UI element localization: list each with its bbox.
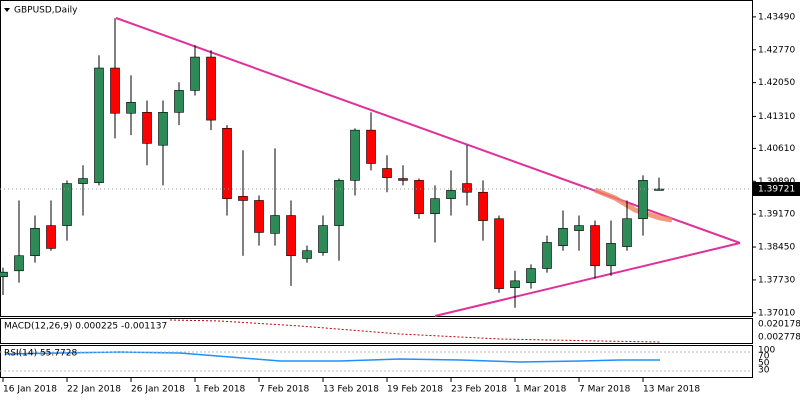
candle-body	[526, 268, 536, 283]
last-price-label: 1.39721	[758, 185, 795, 195]
candle-body	[30, 228, 40, 257]
candle-body	[350, 129, 360, 181]
candle-body	[286, 215, 296, 257]
y-tick-label: 1.39170	[758, 210, 795, 220]
candle-body	[302, 250, 312, 259]
candle-body	[62, 183, 72, 226]
candle-body	[590, 225, 600, 267]
rsi-axis-label: 30	[758, 366, 770, 376]
y-tick-label: 1.42050	[758, 78, 795, 88]
candle-body	[238, 196, 248, 201]
candle-body	[126, 101, 136, 114]
macd-axis-label: 0.020178	[758, 320, 800, 330]
candle-body	[270, 215, 280, 234]
candle-body	[462, 183, 472, 193]
band	[594, 187, 673, 223]
candle-body	[446, 190, 456, 199]
overlay	[0, 17, 752, 372]
candle-body	[190, 56, 200, 91]
candle-body	[110, 67, 120, 114]
candle-body	[382, 168, 392, 178]
rsi-frame	[0, 345, 753, 378]
y-tick-label: 1.37730	[758, 275, 795, 285]
candle-body	[638, 180, 648, 220]
candle-body	[606, 243, 616, 267]
y-tick-label: 1.40610	[758, 144, 795, 154]
chart-title: GBPUSD,Daily	[14, 6, 78, 16]
candle-body	[430, 198, 440, 215]
candle-body	[542, 242, 552, 269]
candle-body	[398, 178, 408, 181]
candle-body	[494, 218, 504, 289]
candle-body	[318, 225, 328, 253]
trendline	[434, 242, 741, 317]
x-tick-label: 1 Mar 2018	[515, 385, 567, 395]
candle-body	[558, 228, 568, 246]
candle-body	[654, 188, 664, 191]
last-price-box	[753, 182, 800, 197]
x-tick-label: 19 Feb 2018	[387, 385, 443, 395]
x-tick-label: 7 Feb 2018	[259, 385, 310, 395]
candle-body	[478, 191, 488, 221]
candle-body	[78, 178, 88, 184]
candle-body	[142, 112, 152, 144]
x-tick-label: 16 Jan 2018	[3, 385, 57, 395]
x-tick-label: 1 Feb 2018	[195, 385, 246, 395]
candle-body	[334, 180, 344, 226]
rsi-axis-label: 100	[758, 346, 775, 356]
rsi-label: RSI(14) 55.7728	[4, 349, 77, 359]
rsi-axis-label: 50	[758, 359, 770, 369]
rsi-axis-label: 70	[758, 352, 770, 362]
y-tick-label: 1.42770	[758, 45, 795, 55]
dropdown-icon[interactable]	[4, 8, 10, 12]
candle-body	[14, 255, 24, 272]
y-tick-label: 1.38450	[758, 243, 795, 253]
candle-body	[0, 271, 8, 278]
x-tick-label: 26 Jan 2018	[131, 385, 185, 395]
candle-body	[366, 129, 376, 164]
candle-body	[414, 180, 424, 215]
macd-label: MACD(12,26,9) 0.000225 -0.001137	[4, 322, 167, 332]
candle-body	[46, 225, 56, 249]
x-tick-label: 7 Mar 2018	[579, 385, 631, 395]
candle-body	[158, 112, 168, 146]
y-tick-label: 1.43490	[758, 12, 795, 22]
macd-axis-label: 0.002778	[758, 333, 800, 343]
candle-body	[174, 90, 184, 113]
x-tick-label: 23 Feb 2018	[451, 385, 507, 395]
macd-frame	[0, 318, 753, 344]
y-tick-label: 1.37010	[758, 308, 795, 318]
candle-body	[222, 128, 232, 199]
candle-body	[94, 67, 104, 183]
x-tick-label: 22 Jan 2018	[67, 385, 121, 395]
candle-body	[254, 200, 264, 233]
candle-body	[206, 56, 216, 121]
trendline	[115, 17, 741, 244]
x-tick-label: 13 Mar 2018	[643, 385, 700, 395]
candle-body	[510, 280, 520, 288]
candle-body	[574, 225, 584, 231]
y-tick-label: 1.39890	[758, 177, 795, 187]
main-frame	[0, 0, 753, 317]
x-tick-label: 13 Feb 2018	[323, 385, 379, 395]
y-tick-label: 1.41310	[758, 112, 795, 122]
candle-body	[622, 218, 632, 247]
